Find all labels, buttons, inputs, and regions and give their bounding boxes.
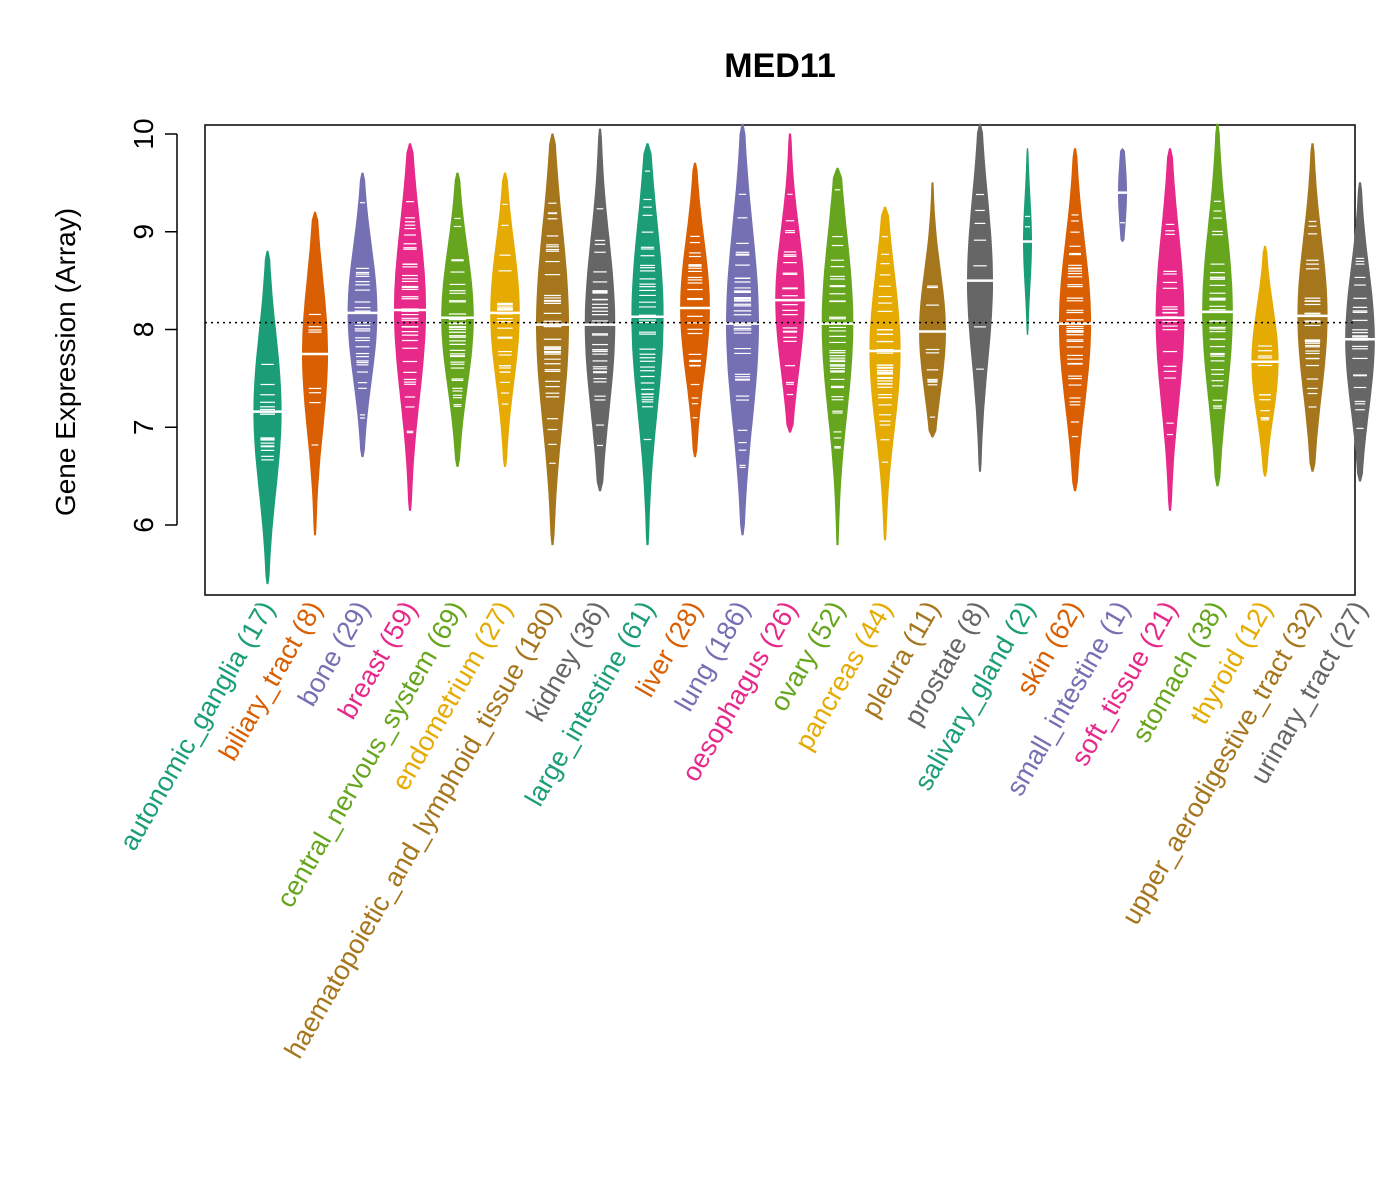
violin-oesophagus — [774, 133, 806, 433]
violin-biliary_tract — [301, 211, 329, 536]
violin-autonomic_ganglia — [252, 250, 283, 585]
y-tick-label: 6 — [128, 517, 159, 533]
y-tick-label: 7 — [128, 419, 159, 435]
violin-body — [1345, 182, 1375, 482]
violin-body — [918, 182, 947, 438]
violin-ovary — [820, 167, 855, 546]
violin-urinary_tract — [1344, 182, 1376, 482]
violin-endometrium — [489, 172, 521, 467]
violin-large_intestine — [630, 143, 665, 546]
chart-title: MED11 — [724, 47, 836, 85]
violin-skin — [1057, 148, 1093, 492]
violin-upper_aerodigestive_tract — [1296, 143, 1329, 472]
violin-pleura — [918, 182, 947, 438]
violin-central_nervous_system — [440, 172, 475, 467]
violin-body — [631, 143, 664, 546]
y-tick-label: 9 — [128, 224, 159, 240]
violin-body — [821, 167, 854, 546]
y-axis: 6 7 8 9 10 — [128, 118, 178, 533]
violin-body — [302, 211, 328, 536]
violin-body — [967, 123, 993, 472]
violin-lung — [724, 123, 761, 536]
violin-body — [680, 162, 710, 458]
violin-body — [347, 172, 378, 458]
violin-liver — [679, 162, 711, 458]
y-axis-label: Gene Expression (Array) — [50, 208, 81, 516]
violin-prostate — [966, 123, 994, 472]
violin-body — [775, 133, 805, 433]
y-tick-label: 8 — [128, 322, 159, 338]
violin-breast — [392, 143, 428, 511]
x-axis-labels: autonomic_ganglia (17)biliary_tract (8)b… — [114, 596, 1374, 1063]
violin-small_intestine — [1117, 148, 1128, 242]
violin-bone — [346, 172, 379, 458]
violin-thyroid — [1250, 245, 1280, 477]
violin-body — [490, 172, 520, 467]
violin-soft_tissue — [1154, 148, 1186, 511]
violin-body — [584, 128, 616, 492]
violin-body — [1118, 148, 1127, 242]
violin-body — [1202, 123, 1233, 487]
violin-haematopoietic_and_lymphoid_tissue — [534, 133, 571, 546]
violin-stomach — [1201, 123, 1234, 487]
violin-kidney — [583, 128, 617, 492]
violin-body — [1297, 143, 1328, 472]
violin-body — [253, 250, 282, 585]
violins — [252, 123, 1376, 585]
violin-salivary_gland — [1022, 148, 1033, 335]
violin-pancreas — [868, 206, 902, 541]
y-tick-label: 10 — [128, 118, 159, 149]
